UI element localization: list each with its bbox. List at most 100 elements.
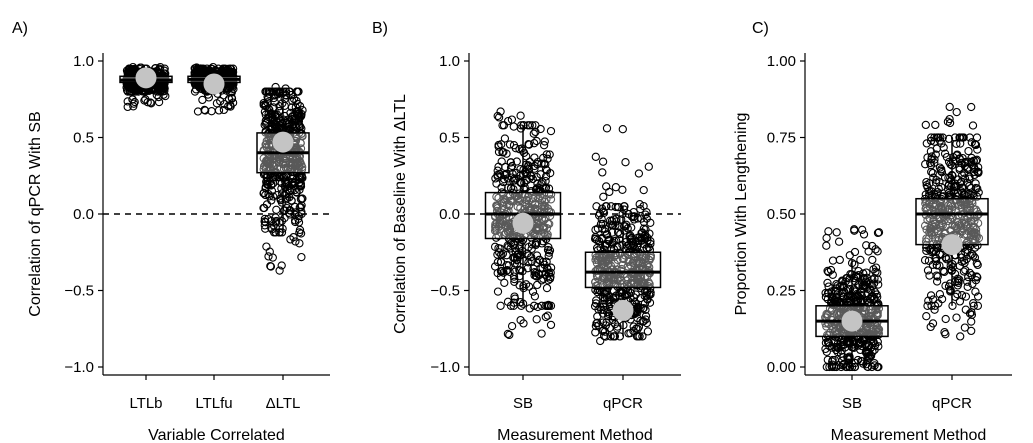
data-point — [122, 83, 131, 92]
box-ΔLTL — [256, 82, 310, 275]
data-point — [966, 251, 975, 260]
data-point — [612, 214, 621, 223]
data-point — [161, 91, 170, 101]
data-point — [862, 346, 871, 355]
data-point — [539, 141, 549, 150]
data-point — [845, 251, 854, 260]
data-point — [616, 249, 625, 258]
data-point — [639, 201, 648, 211]
data-point — [516, 266, 525, 275]
data-point — [525, 157, 534, 166]
panel-label: C) — [752, 20, 769, 37]
data-point — [525, 304, 534, 313]
data-point — [544, 248, 554, 257]
data-point — [824, 267, 833, 277]
data-point — [267, 223, 276, 233]
data-point — [510, 259, 519, 268]
data-point — [854, 271, 863, 280]
data-point — [609, 252, 619, 262]
data-point — [602, 124, 612, 133]
data-point — [632, 281, 641, 290]
data-point — [828, 360, 837, 369]
data-point — [963, 277, 972, 286]
data-point — [827, 292, 837, 302]
x-tick-label: ΔLTL — [266, 395, 301, 412]
data-point — [591, 152, 600, 161]
data-point — [826, 265, 836, 275]
data-point — [634, 322, 644, 332]
data-point — [262, 242, 271, 251]
data-point — [868, 281, 877, 291]
data-point — [544, 300, 553, 310]
mean-marker — [612, 299, 634, 321]
data-point — [280, 101, 289, 110]
data-point — [503, 297, 513, 306]
data-point — [537, 329, 546, 338]
data-point — [941, 330, 950, 339]
data-point — [867, 308, 877, 317]
data-point — [864, 247, 873, 256]
data-point — [286, 108, 295, 118]
data-point — [968, 279, 977, 289]
data-point — [827, 306, 836, 315]
data-point — [596, 219, 606, 229]
data-point — [228, 98, 238, 107]
data-point — [822, 241, 831, 250]
data-point — [493, 257, 503, 267]
data-point — [159, 90, 168, 99]
data-point — [509, 301, 518, 310]
box-SB — [815, 225, 889, 372]
data-point — [972, 272, 981, 281]
data-point — [865, 352, 875, 361]
data-point — [835, 255, 844, 265]
y-axis-title: Correlation of qPCR With SB — [27, 111, 44, 316]
data-point — [925, 228, 934, 237]
data-point — [533, 302, 542, 312]
data-point — [599, 192, 608, 201]
jitter-points — [590, 124, 656, 346]
data-point — [505, 140, 515, 149]
data-point — [859, 269, 868, 278]
data-point — [541, 176, 550, 186]
data-point — [933, 188, 942, 197]
data-point — [261, 126, 270, 136]
data-point — [827, 296, 836, 305]
data-point — [963, 282, 972, 291]
data-point — [259, 146, 269, 155]
data-point — [948, 262, 958, 272]
data-point — [822, 362, 831, 372]
data-point — [287, 90, 296, 100]
data-point — [967, 326, 976, 336]
data-point — [967, 216, 976, 226]
data-point — [937, 294, 947, 304]
data-point — [496, 107, 505, 116]
data-point — [930, 305, 939, 314]
data-point — [927, 133, 936, 142]
data-point — [938, 133, 947, 142]
y-tick-label: 0.5 — [439, 130, 460, 147]
data-point — [960, 174, 970, 183]
y-axis-title: Correlation of Baseline With ΔLTL — [392, 94, 409, 334]
data-point — [967, 317, 976, 326]
data-point — [598, 157, 608, 166]
data-point — [964, 272, 973, 282]
data-point — [531, 239, 540, 248]
data-point — [264, 252, 273, 261]
data-point — [837, 326, 846, 336]
data-point — [295, 239, 304, 248]
data-point — [646, 284, 655, 293]
data-point — [928, 260, 938, 269]
data-point — [539, 232, 548, 241]
data-point — [849, 273, 859, 283]
data-point — [598, 168, 607, 177]
data-point — [535, 185, 544, 195]
data-point — [532, 315, 541, 324]
data-point — [939, 143, 948, 152]
data-point — [591, 281, 601, 291]
data-point — [626, 294, 635, 303]
data-point — [868, 255, 877, 265]
data-point — [926, 291, 936, 300]
data-point — [644, 162, 653, 171]
data-point — [494, 142, 503, 151]
data-point — [128, 62, 138, 72]
